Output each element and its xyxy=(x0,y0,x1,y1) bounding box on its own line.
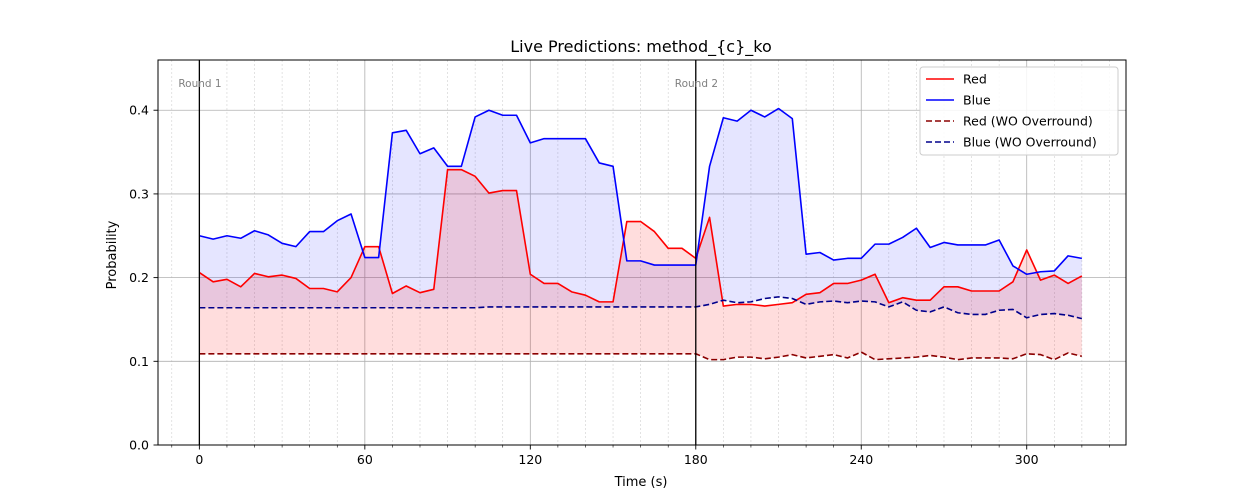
y-axis-label: Probability xyxy=(105,220,120,289)
x-tick-label: 60 xyxy=(357,452,373,467)
chart-title: Live Predictions: method_{c}_ko xyxy=(510,37,771,57)
y-tick-label: 0.4 xyxy=(129,103,149,118)
series-line xyxy=(198,168,1083,307)
x-tick-label: 180 xyxy=(684,452,708,467)
round-marker-label: Round 1 xyxy=(178,78,221,90)
legend: Red Blue Red (WO Overround) Blue (WO Overro… xyxy=(919,66,1119,156)
legend-label: Red xyxy=(963,72,987,87)
series-line xyxy=(199,296,1083,320)
legend-label: Blue (WO Overround) xyxy=(963,135,1097,150)
x-tick-label: 120 xyxy=(518,452,542,467)
x-tick-label: 300 xyxy=(1015,452,1039,467)
axes-frame xyxy=(157,59,1127,446)
x-axis-label: Time (s) xyxy=(614,475,668,490)
series-fill xyxy=(199,169,1082,360)
series-line xyxy=(199,351,1083,361)
y-tick-label: 0.3 xyxy=(129,186,149,201)
legend-label: Blue xyxy=(963,93,991,108)
series-line xyxy=(199,107,1083,276)
y-tick-label: 0.2 xyxy=(129,270,149,285)
x-tick-label: 240 xyxy=(849,452,873,467)
legend-box xyxy=(919,66,1119,156)
legend-label: Red (WO Overround) xyxy=(963,114,1093,129)
y-tick-label: 0.0 xyxy=(129,438,149,453)
y-tick-label: 0.1 xyxy=(129,354,149,369)
x-tick-label: 0 xyxy=(195,452,203,467)
series-fill xyxy=(199,108,1082,319)
round-marker-label: Round 2 xyxy=(675,78,718,90)
